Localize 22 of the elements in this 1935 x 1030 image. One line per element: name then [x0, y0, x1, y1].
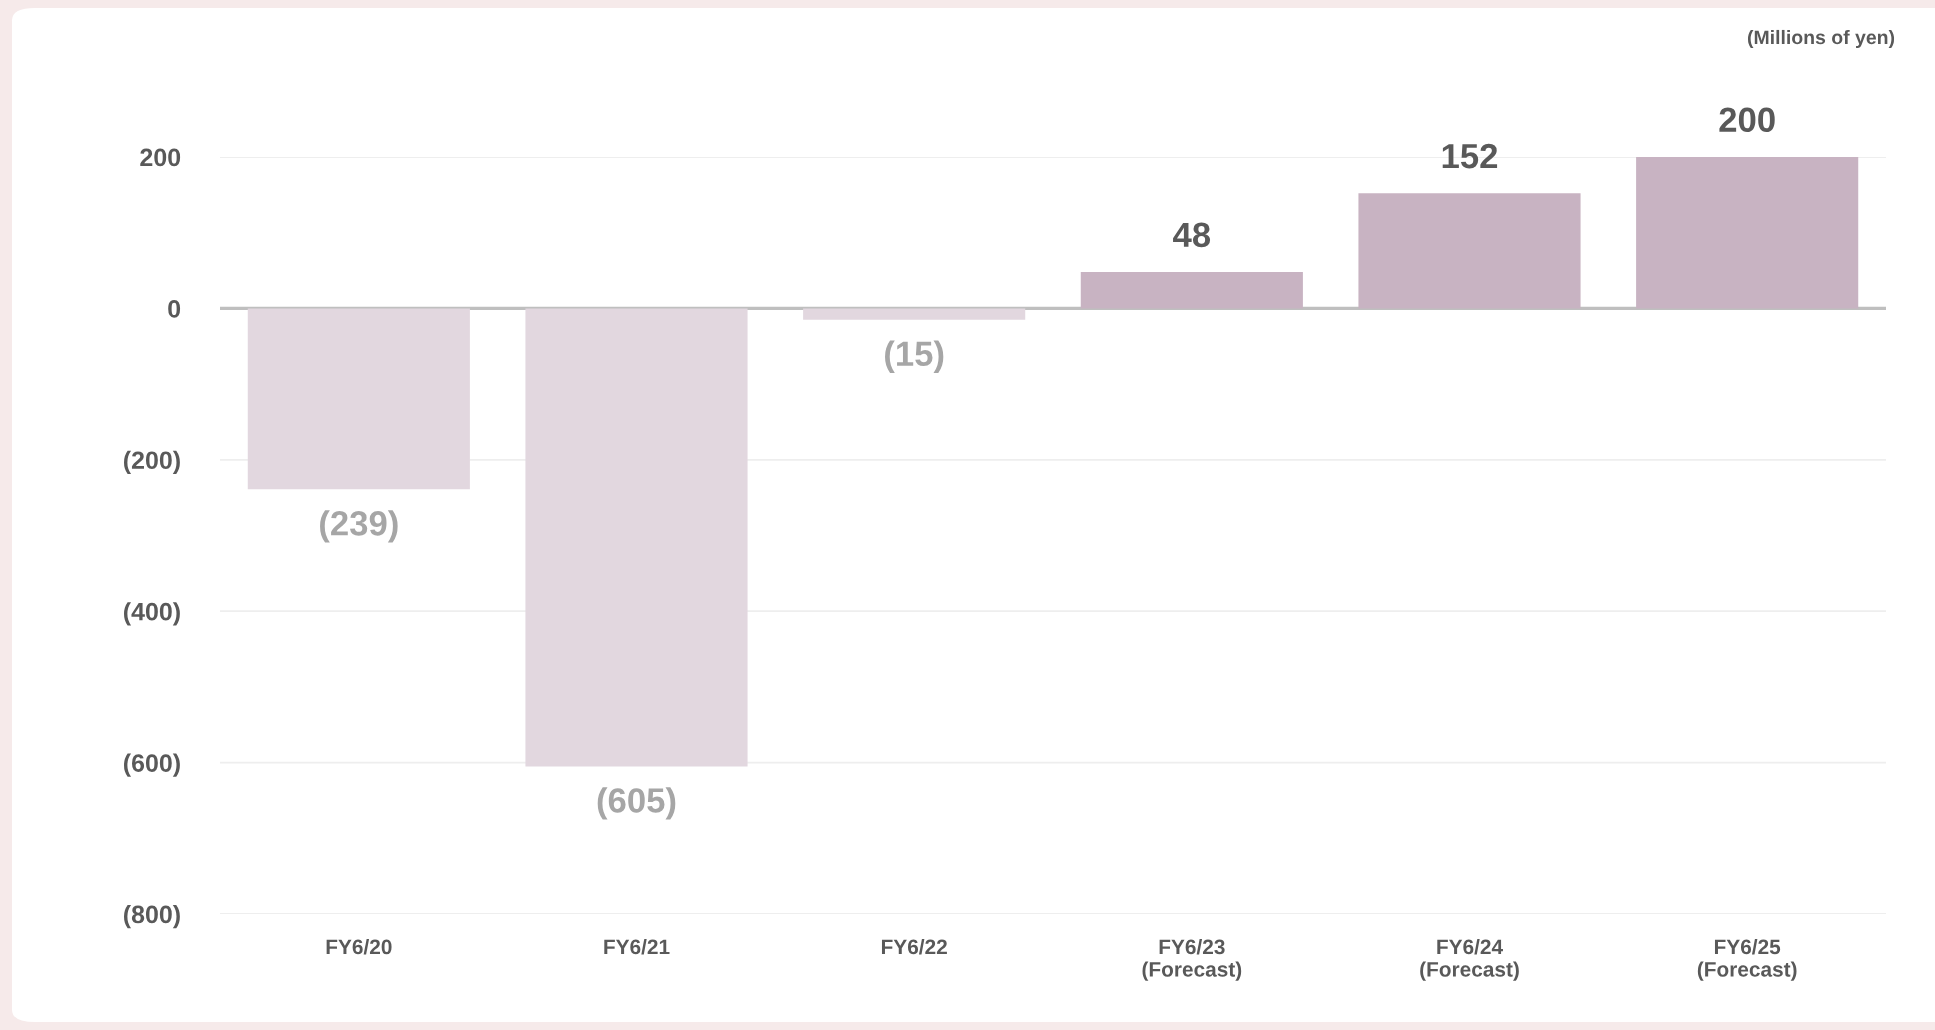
y-tick-label: 0 [168, 300, 181, 318]
data-label: 152 [1442, 143, 1498, 169]
text: (Millions of yen) [1747, 29, 1895, 49]
data-label: (239) [320, 510, 398, 543]
y-tick-label: (800) [124, 904, 180, 929]
bar [803, 308, 1026, 320]
data-label: (605) [597, 787, 676, 820]
bar [247, 308, 470, 490]
x-tick-label: FY6/24 (Forecast) [1420, 939, 1519, 981]
y-tick-label: (600) [124, 753, 180, 777]
x-tick-label: FY6/20 [326, 939, 392, 955]
x-tick-label: FY6/25 (Forecast) [1697, 939, 1797, 981]
y-tick-label: 200 [140, 148, 181, 167]
x-tick-label: FY6/23 (Forecast) [1142, 939, 1242, 981]
x-tick-label: FY6/21 [604, 939, 670, 955]
bar [525, 308, 748, 767]
x-tick-label: FY6/22 [881, 939, 947, 955]
y-tick-label: (400) [124, 602, 180, 626]
y-tick-label: (200) [124, 450, 180, 475]
data-label: (15) [885, 340, 944, 373]
data-label: 200 [1719, 107, 1775, 133]
data-label: 48 [1173, 222, 1211, 248]
